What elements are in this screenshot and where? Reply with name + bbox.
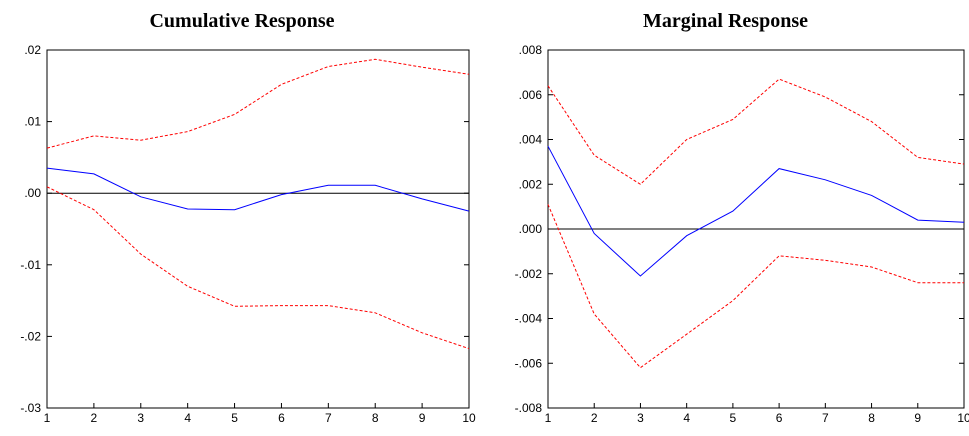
y-tick-label: -.008 bbox=[515, 401, 543, 415]
x-tick-label: 10 bbox=[957, 411, 969, 425]
series-line-upper bbox=[547, 78, 965, 185]
series-line-estimate bbox=[547, 145, 965, 277]
x-tick-label: 7 bbox=[822, 411, 829, 425]
y-tick-label: -.002 bbox=[515, 267, 543, 281]
y-tick-label: -.004 bbox=[515, 312, 543, 326]
marginal-panel: Marginal Response .008 .006 .004 .002 .000 -.… bbox=[484, 0, 969, 436]
series-line-lower bbox=[547, 204, 964, 369]
x-tick-label: 2 bbox=[591, 411, 598, 425]
y-tick-label: .02 bbox=[24, 43, 41, 57]
cumulative-chart: .02 .01 .00 -.01 -.02 -.031 2 3 4 5 6 7 8 9 10 bbox=[20, 43, 476, 425]
x-tick-label: 5 bbox=[730, 411, 737, 425]
x-tick-label: 4 bbox=[184, 411, 191, 425]
y-tick-label: .006 bbox=[519, 88, 543, 102]
y-tick-label: -.03 bbox=[20, 401, 41, 415]
y-tick-label: -.01 bbox=[20, 258, 41, 272]
chart-title: Cumulative Response bbox=[149, 10, 335, 32]
series-line-estimate bbox=[46, 167, 470, 212]
y-tick-label: .00 bbox=[24, 186, 41, 200]
x-tick-label: 1 bbox=[44, 411, 51, 425]
x-tick-label: 9 bbox=[419, 411, 426, 425]
series-line-lower bbox=[46, 186, 470, 350]
y-tick-label: .008 bbox=[519, 43, 543, 57]
x-tick-label: 6 bbox=[278, 411, 285, 425]
x-tick-label: 8 bbox=[372, 411, 379, 425]
x-tick-label: 3 bbox=[137, 411, 144, 425]
x-tick-label: 4 bbox=[683, 411, 690, 425]
x-tick-label: 10 bbox=[462, 411, 476, 425]
y-tick-label: .004 bbox=[519, 133, 543, 147]
series-line-upper bbox=[46, 58, 470, 149]
x-tick-label: 8 bbox=[868, 411, 875, 425]
x-tick-label: 3 bbox=[637, 411, 644, 425]
x-tick-label: 5 bbox=[231, 411, 238, 425]
marginal-chart: .008 .006 .004 .002 .000 -.002 -.004 -.006 -.008… bbox=[515, 43, 969, 425]
y-tick-label: .01 bbox=[24, 115, 41, 129]
x-tick-label: 9 bbox=[914, 411, 921, 425]
x-tick-label: 6 bbox=[776, 411, 783, 425]
x-tick-label: 1 bbox=[545, 411, 552, 425]
y-tick-label: .002 bbox=[519, 177, 543, 191]
x-tick-label: 2 bbox=[91, 411, 98, 425]
y-tick-label: -.006 bbox=[515, 356, 543, 370]
x-tick-label: 7 bbox=[325, 411, 332, 425]
y-tick-label: -.02 bbox=[20, 329, 41, 343]
y-tick-label: .000 bbox=[519, 222, 543, 236]
plot-frame bbox=[46, 49, 470, 409]
cumulative-panel: Cumulative Response .02 .01 .00 -.01 -.02 -.0… bbox=[0, 0, 484, 436]
chart-title: Marginal Response bbox=[643, 10, 808, 32]
